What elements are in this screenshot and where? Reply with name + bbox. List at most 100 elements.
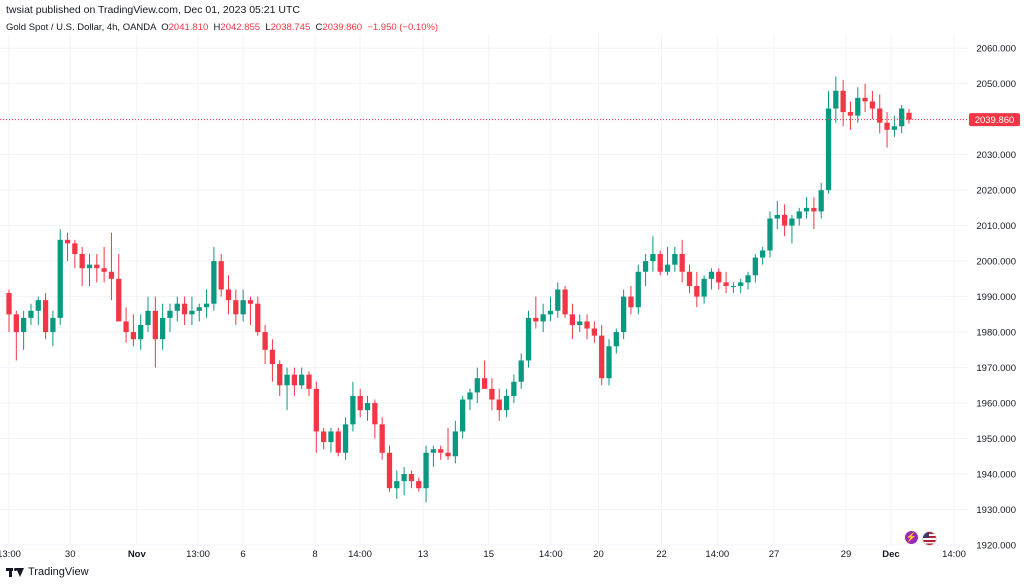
candle-body xyxy=(255,303,261,333)
candle-body xyxy=(460,399,466,432)
candle-body xyxy=(86,264,93,269)
candle-body xyxy=(599,335,605,379)
candle-body xyxy=(796,211,802,219)
y-tick-label: 1920.000 xyxy=(976,541,1016,552)
candle-body xyxy=(218,261,224,290)
x-tick-label: 30 xyxy=(65,549,76,560)
candle-body xyxy=(189,310,195,315)
candle-body xyxy=(335,431,341,453)
candle-body xyxy=(313,388,319,432)
candle-body xyxy=(818,190,824,212)
candle-body xyxy=(694,285,700,297)
candle-body xyxy=(438,449,444,453)
candle-body xyxy=(518,360,524,382)
candle-body xyxy=(299,374,305,386)
candle-body xyxy=(496,399,502,411)
candle-body xyxy=(869,101,876,109)
candle-body xyxy=(679,254,685,272)
candle-body xyxy=(152,310,158,340)
y-tick-label: 2060.000 xyxy=(976,44,1016,55)
x-tick-label: 6 xyxy=(240,549,245,560)
candle-body xyxy=(174,303,180,311)
x-tick-label: Nov xyxy=(128,549,147,560)
y-tick-label: 2010.000 xyxy=(976,221,1016,232)
candle-body xyxy=(50,317,56,333)
symbol-name[interactable]: Gold Spot / U.S. Dollar, 4h, OANDA xyxy=(6,22,156,33)
y-tick-label: 2050.000 xyxy=(976,79,1016,90)
candle-body xyxy=(781,214,788,226)
candle-body xyxy=(269,349,276,365)
candle-body xyxy=(621,296,627,333)
candle-body xyxy=(533,317,539,322)
x-tick-label: 13 xyxy=(418,549,429,560)
candle-body xyxy=(613,332,619,347)
candle-body xyxy=(233,300,239,315)
candle-body xyxy=(130,332,137,340)
candle-body xyxy=(386,452,393,489)
candle-body xyxy=(525,317,532,361)
candle-body xyxy=(577,321,583,325)
candle-body xyxy=(181,303,188,315)
candle-body xyxy=(321,431,327,443)
candle-body xyxy=(906,112,912,120)
candle-body xyxy=(701,278,707,297)
y-tick-label: 1980.000 xyxy=(976,328,1016,339)
candle-body xyxy=(474,378,480,393)
candle-body xyxy=(606,346,612,379)
brand-label: TradingView xyxy=(28,566,89,578)
y-tick-label: 2000.000 xyxy=(976,257,1016,268)
y-tick-label: 1990.000 xyxy=(976,292,1016,303)
x-tick-label: 27 xyxy=(769,549,780,560)
candle-body xyxy=(467,392,473,400)
candle-body xyxy=(408,474,415,482)
candle-body xyxy=(225,289,232,301)
candle-body xyxy=(401,474,407,482)
candle-body xyxy=(21,317,27,333)
candle-body xyxy=(116,278,122,322)
candle-body xyxy=(591,328,597,336)
candle-body xyxy=(101,268,107,272)
x-tick-label: 15 xyxy=(483,549,494,560)
candle-body xyxy=(94,264,100,269)
candle-body xyxy=(708,271,715,279)
lightning-icon[interactable]: ⚡ xyxy=(905,531,918,544)
candle-body xyxy=(342,424,349,453)
candle-body xyxy=(277,364,283,386)
candle-body xyxy=(145,310,151,325)
y-tick-label: 1950.000 xyxy=(976,434,1016,445)
candle-body xyxy=(108,271,115,279)
candle-body xyxy=(72,243,78,255)
candle-body xyxy=(357,395,363,411)
x-tick-label: 13:00 xyxy=(186,549,210,560)
last-price-label: 2039.860 xyxy=(975,115,1015,126)
candle-body xyxy=(642,261,649,272)
candle-body xyxy=(730,285,737,287)
high-key: H xyxy=(213,22,221,33)
candle-body xyxy=(825,108,832,191)
candle-body xyxy=(203,303,210,308)
candle-body xyxy=(35,300,41,311)
candle-body xyxy=(123,321,129,333)
candle-body xyxy=(372,403,378,425)
candle-body xyxy=(291,374,297,386)
open-key: O xyxy=(161,22,169,33)
candle-body xyxy=(284,374,290,386)
us-flag-icon[interactable] xyxy=(922,531,937,546)
candle-body xyxy=(650,254,656,262)
tradingview-logo-icon xyxy=(6,567,24,578)
candle-body xyxy=(240,300,246,315)
y-tick-label: 2020.000 xyxy=(976,186,1016,197)
candle-body xyxy=(855,97,861,116)
x-tick-label: 8 xyxy=(312,549,317,560)
candle-body xyxy=(160,317,166,340)
candle-body xyxy=(657,254,663,272)
footer-brand[interactable]: TradingView xyxy=(6,566,89,578)
candle-body xyxy=(196,307,202,311)
y-tick-label: 2030.000 xyxy=(976,150,1016,161)
candle-body xyxy=(28,310,34,318)
candle-body xyxy=(686,271,693,286)
candle-body xyxy=(862,97,868,102)
candle-body xyxy=(42,300,49,333)
x-tick-label: 13:00 xyxy=(0,549,21,560)
